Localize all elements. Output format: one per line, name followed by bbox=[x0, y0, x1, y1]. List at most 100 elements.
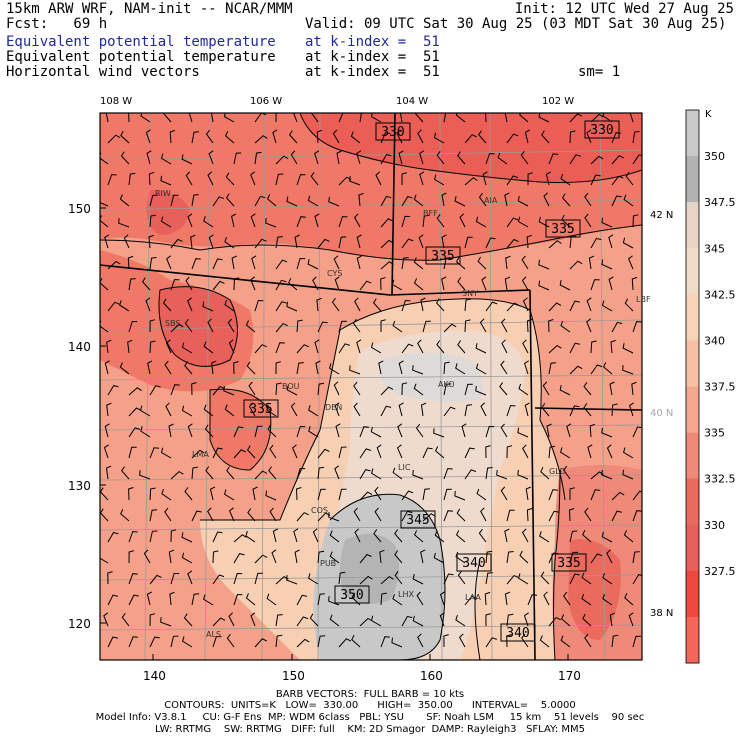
wind-barb bbox=[128, 531, 138, 543]
wind-barb bbox=[224, 131, 235, 144]
wind-barb bbox=[521, 528, 529, 543]
wind-barb bbox=[398, 402, 404, 417]
wind-barb bbox=[100, 277, 109, 291]
top-lon-label-106w: 106 W bbox=[250, 96, 282, 107]
wind-barb bbox=[254, 554, 268, 564]
wind-barb bbox=[188, 113, 193, 123]
wind-barb bbox=[212, 447, 223, 459]
wind-barb bbox=[586, 318, 592, 333]
wind-barb bbox=[611, 510, 622, 522]
wind-barb bbox=[103, 612, 109, 627]
wind-barb bbox=[461, 423, 467, 438]
wind-barb bbox=[312, 528, 319, 543]
wind-barb bbox=[358, 192, 364, 207]
lat-label-42n: 42 N bbox=[650, 210, 673, 221]
wind-barb bbox=[181, 342, 193, 354]
wind-barb bbox=[103, 444, 109, 459]
wind-barb bbox=[401, 490, 414, 501]
contour-label: 335 bbox=[557, 556, 580, 571]
wind-barb bbox=[121, 613, 130, 627]
wind-barb bbox=[268, 466, 277, 480]
x-tick-140: 140 bbox=[143, 669, 166, 683]
wind-barb bbox=[441, 192, 447, 207]
wind-barb bbox=[415, 423, 424, 438]
wind-barb bbox=[128, 320, 138, 333]
wind-barb bbox=[380, 153, 392, 165]
wind-barb bbox=[569, 573, 580, 585]
wind-barb bbox=[191, 510, 202, 522]
wind-barb bbox=[602, 572, 613, 585]
colorbar-label: 340 bbox=[704, 334, 725, 347]
wind-barb bbox=[160, 447, 172, 459]
wind-barb bbox=[296, 638, 310, 648]
wind-barb bbox=[128, 387, 142, 396]
wind-barb bbox=[443, 257, 452, 270]
wind-barb bbox=[104, 234, 110, 249]
wind-barb bbox=[560, 173, 571, 186]
wind-barb bbox=[275, 113, 277, 123]
wind-barb bbox=[443, 510, 454, 522]
field-level-1: at k-index = 51 bbox=[305, 34, 440, 50]
wind-barb bbox=[227, 318, 235, 333]
lat-label-40n: 40 N bbox=[650, 408, 673, 419]
wind-barb bbox=[207, 507, 214, 522]
wind-barb bbox=[187, 213, 193, 228]
wind-barb bbox=[248, 381, 256, 396]
wind-barb bbox=[254, 425, 263, 438]
wind-barb bbox=[203, 404, 214, 417]
wind-barb bbox=[413, 383, 424, 396]
wind-barb bbox=[225, 172, 235, 186]
wind-barb bbox=[519, 113, 529, 123]
wind-barb bbox=[380, 636, 390, 648]
wind-barb bbox=[252, 486, 258, 501]
wind-barb bbox=[254, 638, 268, 648]
wind-barb bbox=[120, 130, 130, 144]
wind-barb bbox=[288, 277, 298, 291]
colorbar-swatch bbox=[686, 156, 699, 203]
wind-barb bbox=[475, 385, 487, 396]
wind-barb bbox=[317, 448, 330, 459]
colorbar-label: 345 bbox=[704, 242, 725, 255]
wind-barb bbox=[464, 319, 471, 333]
wind-barb bbox=[329, 530, 340, 543]
contour-label: 335 bbox=[249, 402, 272, 417]
wind-barb bbox=[233, 152, 242, 165]
wind-barb bbox=[548, 616, 561, 627]
wind-barb bbox=[170, 238, 183, 249]
x-tick-150: 150 bbox=[282, 669, 305, 683]
wind-barb bbox=[504, 528, 510, 543]
wind-barb bbox=[504, 192, 510, 207]
wind-barb bbox=[590, 174, 601, 186]
wind-barb bbox=[582, 613, 592, 627]
wind-barb bbox=[548, 362, 557, 375]
contour-label: 340 bbox=[506, 626, 529, 641]
wind-barb bbox=[356, 255, 362, 270]
wind-barb bbox=[569, 342, 581, 354]
wind-barb bbox=[145, 297, 151, 312]
wind-barb bbox=[250, 213, 256, 228]
wind-barb bbox=[394, 529, 403, 543]
wind-barb bbox=[443, 634, 449, 648]
colorbar-swatch bbox=[686, 386, 699, 434]
forecast-hour: Fcst: 69 h bbox=[6, 16, 108, 32]
field-level-3: at k-index = 51 bbox=[305, 64, 440, 80]
wind-barb bbox=[374, 507, 382, 522]
wind-barb bbox=[455, 363, 466, 375]
wind-barb bbox=[169, 129, 176, 144]
wind-barb bbox=[119, 362, 130, 375]
wind-barb bbox=[165, 402, 172, 417]
colorbar-label: 350 bbox=[704, 150, 725, 163]
wind-barb bbox=[416, 591, 424, 606]
wind-barb bbox=[590, 553, 603, 564]
wind-barb bbox=[145, 129, 151, 144]
wind-barb bbox=[632, 490, 642, 501]
wind-barb bbox=[148, 234, 154, 249]
wind-barb bbox=[457, 570, 466, 585]
wind-barb bbox=[168, 549, 175, 564]
wind-barb bbox=[500, 360, 508, 375]
contour-label: 340 bbox=[462, 556, 485, 571]
wind-barb bbox=[520, 151, 529, 165]
wind-barb bbox=[561, 193, 571, 207]
wind-barb bbox=[359, 448, 372, 459]
wind-barb bbox=[296, 174, 306, 186]
